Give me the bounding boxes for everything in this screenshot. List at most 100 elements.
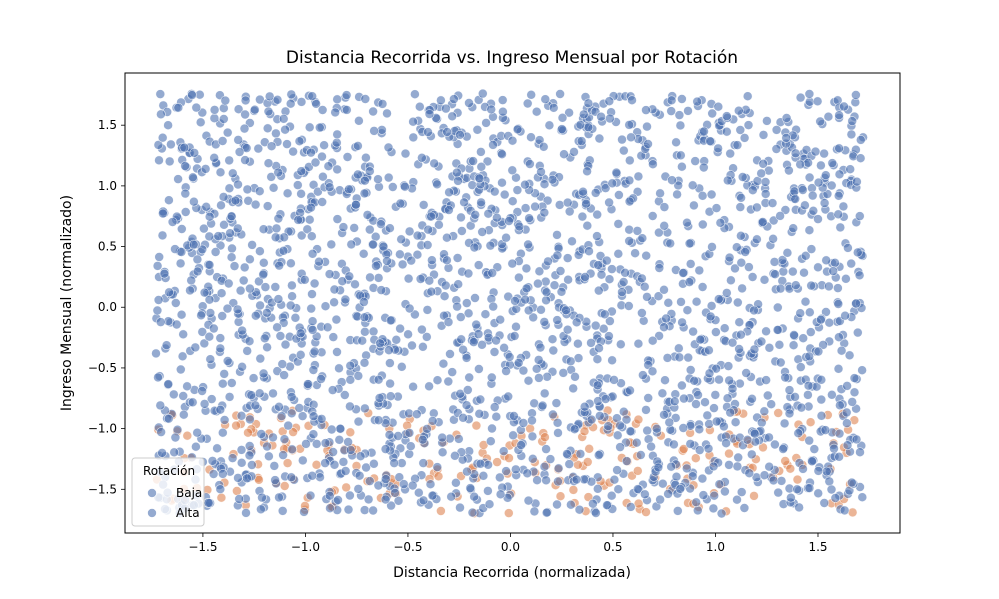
point-baja	[359, 297, 369, 307]
point-baja	[613, 219, 624, 229]
point-baja	[316, 374, 326, 384]
point-alta	[641, 507, 651, 517]
point-baja	[843, 243, 853, 253]
point-baja	[666, 461, 677, 472]
point-baja	[192, 266, 203, 277]
point-baja	[441, 103, 451, 114]
point-baja	[599, 309, 610, 320]
point-baja	[383, 172, 394, 183]
point-baja	[621, 414, 632, 425]
point-baja	[782, 248, 793, 258]
point-baja	[495, 489, 506, 500]
point-baja	[624, 236, 635, 246]
y-tick-label: −1.5	[88, 482, 117, 496]
point-baja	[588, 498, 598, 509]
point-baja	[180, 161, 190, 171]
point-baja	[821, 255, 832, 266]
point-baja	[296, 97, 307, 107]
point-baja	[458, 412, 468, 423]
legend-label-alta: Alta	[176, 506, 200, 520]
point-baja	[555, 266, 566, 276]
point-baja	[709, 403, 719, 413]
point-baja	[675, 120, 686, 131]
point-baja	[700, 397, 710, 408]
point-baja	[835, 400, 845, 411]
point-alta	[749, 491, 759, 501]
point-baja	[539, 388, 550, 399]
point-baja	[824, 281, 834, 292]
point-baja	[824, 476, 835, 487]
point-baja	[583, 122, 594, 133]
point-baja	[764, 461, 775, 472]
point-baja	[625, 385, 635, 396]
point-baja	[659, 221, 670, 231]
point-baja	[733, 452, 744, 463]
point-baja	[737, 172, 748, 182]
point-baja	[192, 254, 203, 265]
point-baja	[171, 298, 181, 308]
point-baja	[270, 282, 281, 292]
point-baja	[329, 459, 340, 470]
point-baja	[199, 287, 210, 298]
point-baja	[804, 89, 815, 99]
point-baja	[592, 231, 602, 241]
point-baja	[207, 456, 218, 466]
point-baja	[310, 157, 321, 168]
point-baja	[270, 232, 281, 243]
point-baja	[332, 129, 343, 140]
point-baja	[521, 263, 532, 274]
point-baja	[539, 207, 550, 218]
point-baja	[655, 494, 665, 505]
point-baja	[260, 282, 271, 292]
point-baja	[624, 224, 635, 235]
x-tick-label: 1.5	[808, 540, 827, 554]
point-baja	[452, 167, 462, 178]
point-baja	[638, 370, 648, 380]
point-baja	[781, 113, 792, 123]
point-baja	[192, 427, 202, 438]
point-baja	[200, 164, 211, 174]
point-baja	[677, 161, 687, 172]
point-baja	[806, 280, 817, 291]
point-baja	[679, 393, 689, 404]
point-baja	[489, 186, 500, 197]
point-baja	[736, 487, 747, 497]
point-baja	[674, 110, 685, 120]
point-baja	[215, 484, 226, 495]
point-baja	[475, 394, 486, 405]
point-baja	[541, 444, 551, 454]
point-baja	[182, 381, 192, 392]
point-baja	[247, 460, 257, 470]
point-baja	[504, 352, 515, 362]
x-tick-label: 0.0	[501, 540, 520, 554]
point-baja	[854, 211, 865, 221]
point-baja	[251, 310, 261, 321]
point-baja	[571, 474, 582, 485]
point-baja	[703, 443, 714, 454]
point-baja	[833, 299, 844, 309]
point-baja	[711, 203, 722, 213]
point-baja	[371, 261, 381, 271]
point-baja	[204, 231, 215, 242]
point-baja	[414, 101, 425, 112]
point-baja	[340, 466, 351, 476]
point-baja	[317, 105, 328, 115]
point-baja	[849, 373, 860, 383]
point-baja	[324, 490, 335, 501]
point-baja	[735, 125, 746, 135]
point-baja	[574, 504, 585, 515]
point-alta	[216, 492, 227, 503]
point-baja	[385, 391, 396, 402]
point-baja	[442, 232, 452, 243]
point-baja	[720, 486, 730, 497]
point-baja	[156, 109, 166, 120]
point-baja	[470, 210, 481, 220]
point-baja	[273, 294, 284, 304]
point-baja	[228, 168, 238, 179]
point-baja	[663, 489, 673, 499]
point-baja	[734, 317, 745, 328]
point-baja	[562, 449, 572, 459]
point-baja	[677, 94, 687, 104]
point-baja	[164, 195, 174, 205]
point-baja	[789, 330, 799, 340]
